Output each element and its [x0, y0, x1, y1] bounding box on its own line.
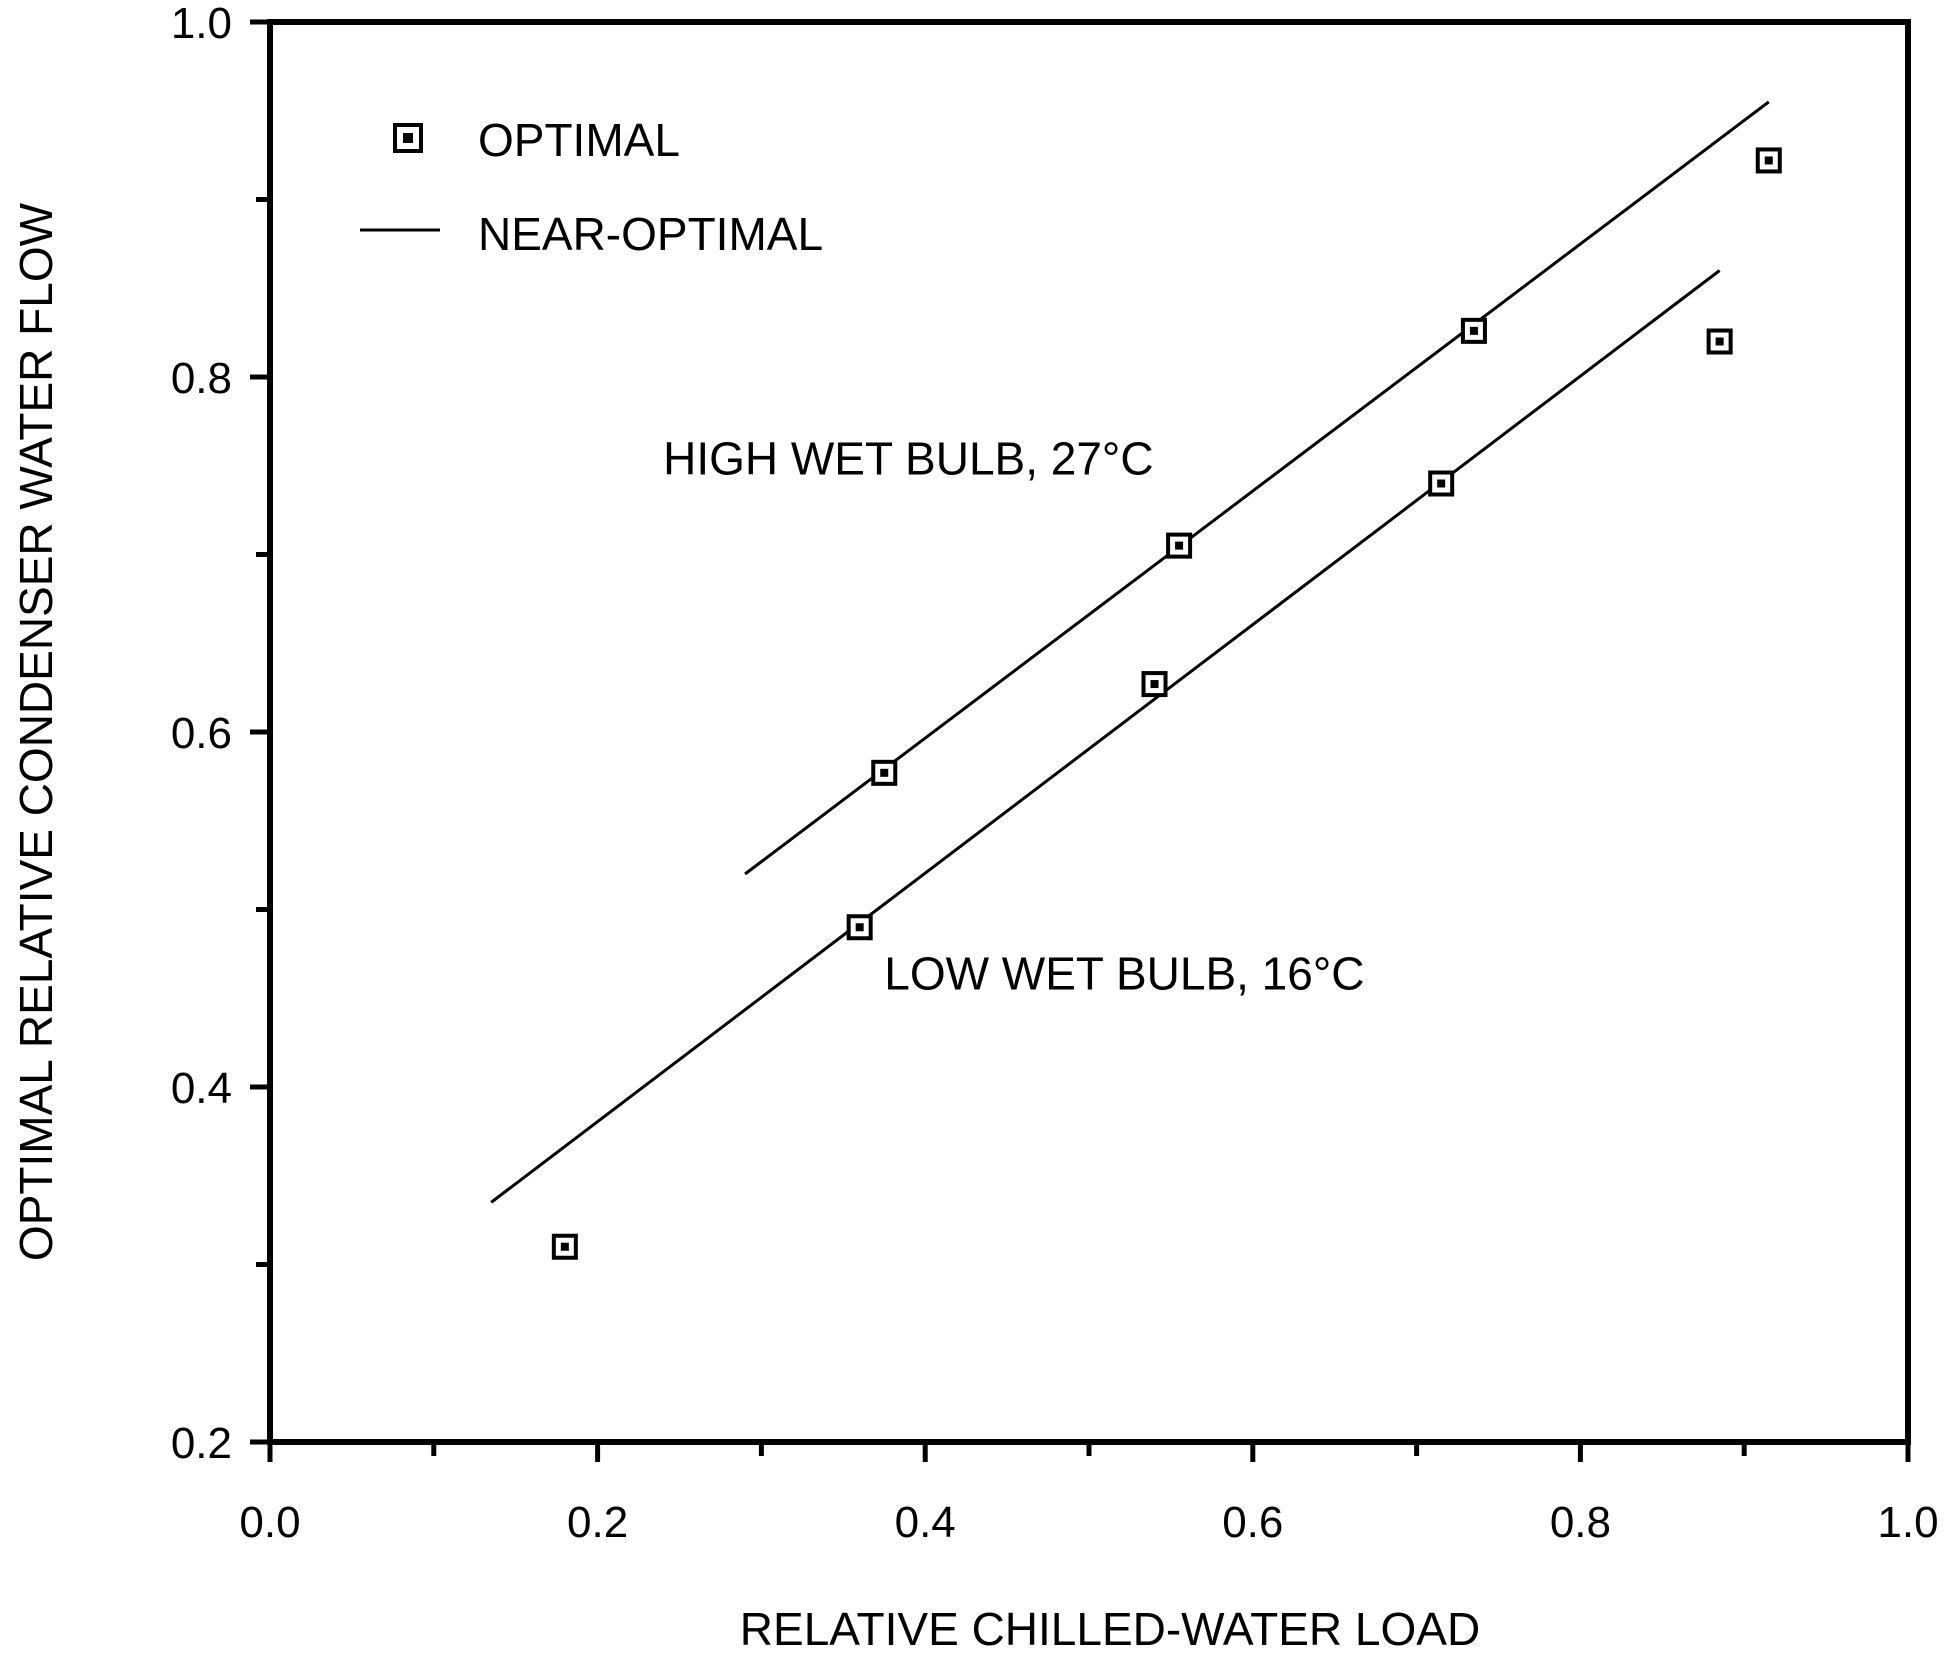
optimal-point-dot: [855, 923, 864, 932]
legend: OPTIMAL NEAR-OPTIMAL: [360, 114, 823, 260]
optimal-point-dot: [1175, 541, 1184, 550]
optimal-point: [1141, 671, 1168, 698]
optimal-point: [1755, 147, 1782, 174]
near-optimal-line: [744, 100, 1770, 876]
annotation-label: LOW WET BULB, 16°C: [884, 947, 1364, 999]
x-axis-title: RELATIVE CHILLED-WATER LOAD: [740, 1603, 1480, 1655]
optimal-point-dot: [880, 768, 889, 777]
optimal-point-dot: [1150, 680, 1159, 689]
optimal-points: [551, 147, 1782, 1260]
x-tick-labels: 0.0 0.2 0.4 0.6 0.8 1.0: [239, 1498, 1938, 1547]
x-tick-label: 0.8: [1550, 1498, 1611, 1547]
optimal-point-dot: [1764, 156, 1773, 165]
optimal-point: [1706, 328, 1733, 355]
optimal-point: [871, 759, 898, 786]
optimal-point-dot: [560, 1242, 569, 1251]
x-tick-label: 0.0: [239, 1498, 300, 1547]
optimal-point: [1460, 317, 1487, 344]
y-tick-label: 0.8: [171, 354, 232, 403]
legend-label-near-optimal: NEAR-OPTIMAL: [478, 208, 823, 260]
y-tick-label: 0.4: [171, 1064, 232, 1113]
legend-marker-optimal-dot: [403, 133, 413, 143]
tick-marks: [250, 19, 1911, 1462]
near-optimal-lines: [490, 100, 1770, 1204]
y-tick-label: 0.2: [171, 1419, 232, 1468]
optimal-point: [1166, 532, 1193, 559]
optimal-point: [1428, 470, 1455, 497]
annotations: HIGH WET BULB, 27°C LOW WET BULB, 16°C: [663, 433, 1364, 1000]
y-tick-label: 1.0: [171, 0, 232, 48]
optimal-point: [551, 1233, 578, 1260]
optimal-point: [846, 914, 873, 941]
x-tick-label: 0.4: [895, 1498, 956, 1547]
optimal-point-dot: [1437, 479, 1446, 488]
annotation-label: HIGH WET BULB, 27°C: [663, 433, 1153, 485]
legend-marker-optimal: [393, 123, 423, 153]
legend-label-optimal: OPTIMAL: [478, 114, 680, 166]
y-axis-title: OPTIMAL RELATIVE CONDENSER WATER FLOW: [10, 202, 62, 1261]
x-tick-label: 0.6: [1222, 1498, 1283, 1547]
x-tick-label: 0.2: [567, 1498, 628, 1547]
y-tick-label: 0.6: [171, 709, 232, 758]
x-tick-label: 1.0: [1877, 1498, 1938, 1547]
optimal-point-dot: [1715, 337, 1724, 346]
optimal-point-dot: [1469, 326, 1478, 335]
y-tick-labels: 0.2 0.4 0.6 0.8 1.0: [171, 0, 232, 1468]
near-optimal-line: [490, 269, 1721, 1204]
